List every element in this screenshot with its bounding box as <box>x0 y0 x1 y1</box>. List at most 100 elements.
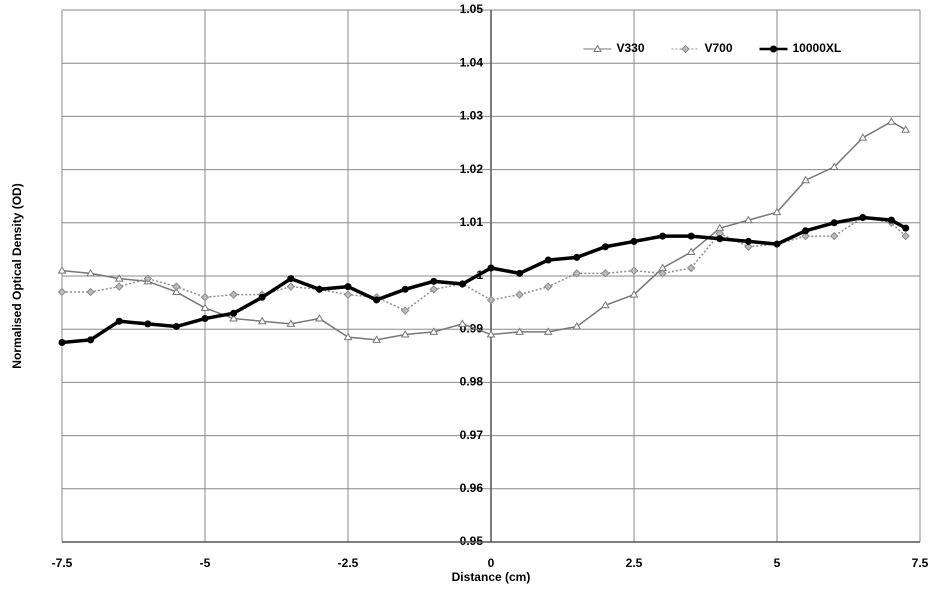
marker <box>115 317 123 325</box>
marker <box>114 274 124 282</box>
marker <box>257 316 267 325</box>
marker <box>716 235 724 243</box>
x-tick-label: 5 <box>774 556 781 570</box>
legend-label: V330 <box>617 41 645 55</box>
y-tick-label: 1.03 <box>460 109 484 123</box>
marker <box>902 224 910 232</box>
y-tick-label: 0.97 <box>460 428 484 442</box>
marker <box>901 125 911 133</box>
marker <box>373 296 381 304</box>
marker <box>486 295 496 305</box>
series-line <box>61 215 907 345</box>
marker <box>629 266 639 275</box>
marker <box>343 290 353 299</box>
marker <box>887 216 895 224</box>
marker <box>901 231 910 241</box>
marker <box>544 256 552 264</box>
marker <box>229 314 238 322</box>
marker <box>372 335 381 343</box>
marker <box>744 237 752 245</box>
marker <box>572 322 582 330</box>
marker <box>686 263 696 273</box>
marker <box>829 231 839 241</box>
marker <box>516 269 524 277</box>
marker <box>486 330 496 338</box>
marker <box>429 327 439 335</box>
marker <box>315 285 323 293</box>
marker <box>687 232 695 240</box>
marker <box>515 290 524 299</box>
marker <box>258 293 266 301</box>
marker <box>86 287 95 297</box>
marker <box>401 285 409 293</box>
marker <box>315 314 324 322</box>
y-tick-label: 1.02 <box>460 162 484 176</box>
y-tick-label: 0.96 <box>460 481 484 495</box>
marker <box>344 283 352 291</box>
marker <box>601 243 609 251</box>
marker <box>458 280 466 288</box>
marker <box>859 213 867 221</box>
marker <box>114 282 124 291</box>
marker <box>686 247 696 256</box>
marker <box>86 268 95 277</box>
marker <box>430 277 438 285</box>
marker <box>744 242 753 251</box>
marker <box>400 330 410 338</box>
marker <box>201 315 209 323</box>
marker <box>829 162 839 170</box>
marker <box>658 269 667 278</box>
marker <box>200 303 210 311</box>
marker <box>58 339 66 346</box>
marker <box>630 237 638 245</box>
marker <box>773 240 781 248</box>
x-tick-label: -7.5 <box>52 556 73 570</box>
x-tick-label: 7.5 <box>912 556 929 570</box>
marker <box>801 175 810 184</box>
marker <box>543 327 553 335</box>
marker <box>487 264 495 272</box>
legend-label: 10000XL <box>793 41 842 55</box>
marker <box>87 336 95 344</box>
y-axis-title: Normalised Optical Density (OD) <box>10 183 24 368</box>
marker <box>629 290 639 298</box>
marker <box>458 319 467 327</box>
x-tick-label: -2.5 <box>338 556 359 570</box>
y-tick-label: 1.01 <box>460 215 484 229</box>
marker <box>287 275 295 283</box>
marker <box>601 300 610 309</box>
legend-label: V700 <box>705 41 733 55</box>
y-tick-label: 0.98 <box>460 375 484 389</box>
marker <box>229 290 238 299</box>
marker <box>744 215 753 224</box>
marker <box>200 293 210 302</box>
x-axis-title: Distance (cm) <box>452 570 531 584</box>
x-tick-label: 2.5 <box>626 556 643 570</box>
marker <box>429 285 439 294</box>
marker <box>858 133 868 141</box>
marker <box>57 266 67 274</box>
marker <box>887 117 896 125</box>
marker <box>343 332 353 341</box>
marker <box>172 287 181 295</box>
marker <box>772 207 782 216</box>
marker <box>286 282 296 291</box>
marker <box>830 219 838 227</box>
series-line <box>61 120 907 341</box>
x-tick-label: 0 <box>488 556 495 570</box>
marker <box>543 282 553 291</box>
marker <box>573 253 581 261</box>
marker <box>230 309 238 317</box>
marker <box>286 319 296 327</box>
marker <box>770 45 777 53</box>
y-tick-label: 1.05 <box>460 2 484 16</box>
marker <box>801 231 810 241</box>
marker <box>57 287 67 297</box>
marker <box>172 282 181 291</box>
marker <box>172 323 180 331</box>
marker <box>400 306 410 315</box>
marker <box>802 227 810 235</box>
y-tick-label: 0.95 <box>460 534 484 548</box>
marker <box>572 269 582 278</box>
